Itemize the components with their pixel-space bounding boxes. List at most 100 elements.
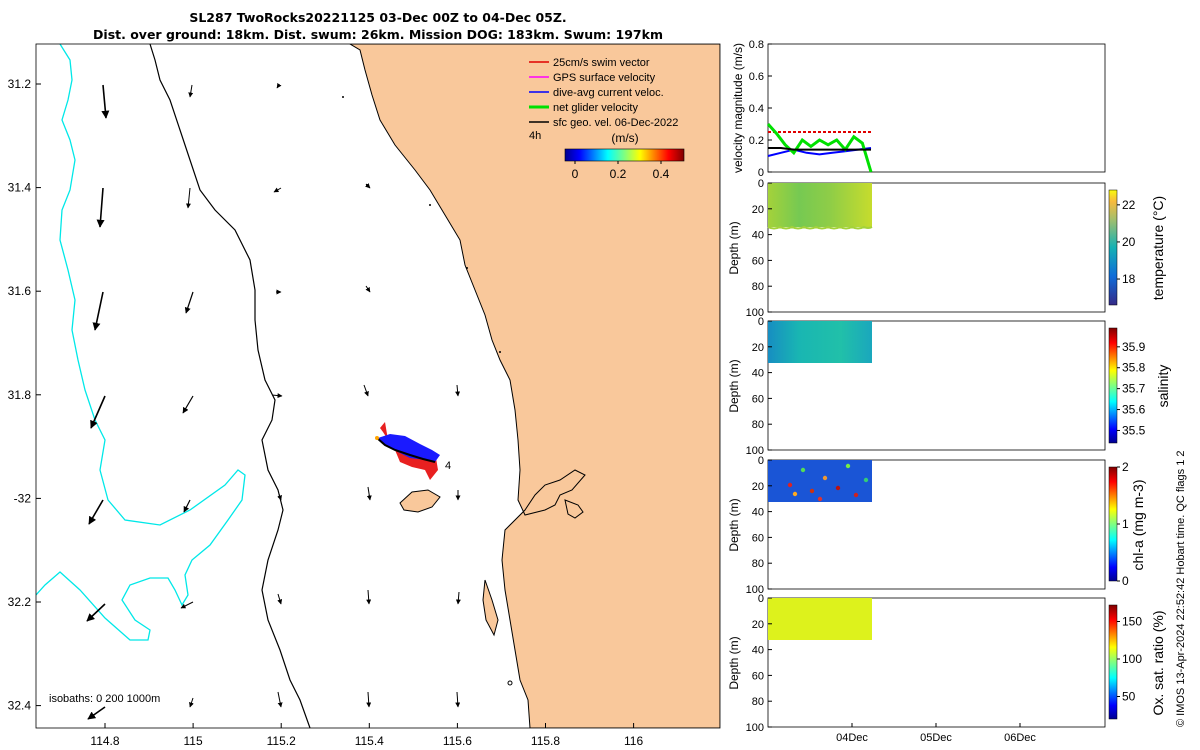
vector-arrow — [365, 285, 371, 293]
islet — [342, 96, 344, 98]
temperature-panel: 0 20 40 60 80 100 Depth (m) 18 20 22 temperatur… — [727, 178, 1166, 319]
legend-label: net glider velocity — [553, 102, 638, 114]
chlorophyll-point — [792, 491, 798, 497]
depth-tick-label: 20 — [752, 342, 764, 354]
depth-tick-label: 80 — [752, 558, 764, 570]
depth-tick-label: 100 — [746, 584, 764, 596]
velocity-tick-label: 0.8 — [749, 39, 764, 51]
depth-tick-label: 40 — [752, 230, 764, 242]
vector-arrow — [366, 486, 372, 501]
vector-arrow — [363, 384, 369, 397]
track-start-marker — [375, 436, 379, 440]
chlorophyll-colorbar-ticks: 0 1 2 — [1117, 460, 1129, 588]
vector-arrow — [273, 187, 282, 193]
legend-label: dive-avg current veloc. — [553, 87, 664, 99]
vector-arrow — [189, 697, 194, 708]
peninsula — [482, 579, 499, 637]
lat-tick-label: 32.2 — [8, 595, 32, 609]
title-line1: SL287 TwoRocks20221125 03-Dec 00Z to 04-… — [189, 10, 566, 25]
chlorophyll-point — [863, 477, 869, 483]
salinity-section — [768, 321, 872, 363]
temperature-y-ticks: 0 20 40 60 80 100 — [746, 178, 772, 319]
depth-tick-label: 20 — [752, 619, 764, 631]
vector-arrow — [87, 706, 106, 720]
islet — [507, 680, 513, 686]
vector-arrow — [455, 691, 461, 708]
isobath-200 — [149, 44, 311, 728]
oxygen-colorbar — [1108, 604, 1118, 720]
depth-tick-label: 20 — [752, 204, 764, 216]
vector-arrow — [184, 291, 194, 314]
current-vector-fan — [378, 434, 440, 462]
track-line — [376, 437, 436, 463]
speed-colorbar-tick-label: 0.2 — [610, 167, 627, 181]
vector-arrow — [271, 393, 283, 399]
swim-vector-fan — [380, 422, 438, 480]
chlorophyll-point — [853, 492, 859, 498]
depth-tick-label: 80 — [752, 281, 764, 293]
vector-arrow — [366, 589, 372, 605]
lon-tick-label: 114.8 — [90, 734, 119, 748]
vector-arrow — [277, 493, 282, 501]
lat-tick-label: 31.8 — [8, 388, 32, 402]
islet — [466, 267, 468, 269]
estuary-island — [564, 499, 584, 519]
time-label: 4h — [529, 130, 541, 142]
salinity-ylabel: Depth (m) — [727, 359, 741, 412]
chlorophyll-point — [809, 488, 815, 494]
vector-arrow — [101, 84, 110, 119]
colorbar-tick-label: 0 — [1122, 574, 1129, 588]
time-tick-label: 04Dec — [836, 732, 868, 744]
map-legend: 25cm/s swim vector GPS surface velocity di… — [529, 57, 685, 181]
velocity-tick-label: 0.6 — [749, 71, 764, 83]
speed-colorbar-tick-label: 0.4 — [653, 167, 670, 181]
colorbar-tick-label: 35.9 — [1122, 340, 1146, 354]
depth-tick-label: 0 — [758, 316, 764, 328]
colorbar-tick-label: 35.6 — [1122, 403, 1146, 417]
colorbar-tick-label: 35.8 — [1122, 361, 1146, 375]
islet — [499, 351, 501, 353]
vector-arrow — [182, 395, 194, 414]
salinity-colorbar-ticks: 35.5 35.6 35.7 35.8 35.9 — [1117, 340, 1146, 437]
depth-tick-label: 80 — [752, 696, 764, 708]
lat-tick-label: -32 — [14, 491, 32, 505]
depth-tick-label: 60 — [752, 255, 764, 267]
temperature-section — [768, 183, 872, 227]
vector-arrow — [90, 395, 106, 429]
vector-arrow — [188, 84, 194, 98]
vector-arrow — [92, 291, 104, 331]
depth-tick-label: 40 — [752, 645, 764, 657]
chlorophyll-colorbar — [1108, 466, 1118, 582]
colorbar-tick-label: 20 — [1122, 235, 1136, 249]
colorbar-tick-label: 22 — [1122, 198, 1136, 212]
vector-arrow — [180, 601, 194, 609]
oxygen-panel: 0 20 40 60 80 100 Depth (m) 50 100 150 Ox. sat.… — [727, 593, 1166, 734]
temperature-profile-edge — [767, 225, 873, 230]
vector-arrow — [366, 691, 372, 708]
temperature-colorbar-ticks: 18 20 22 — [1117, 198, 1136, 286]
lon-tick-label: 116 — [624, 734, 643, 748]
chlorophyll-point — [787, 482, 793, 488]
isobath-1000 — [36, 44, 246, 641]
chlorophyll-y-ticks: 0 20 40 60 80 100 — [746, 455, 772, 596]
legend-label: sfc geo. vel. 06-Dec-2022 — [553, 117, 678, 129]
chlorophyll-point — [800, 467, 806, 473]
velocity-panel: 0 0.2 0.4 0.6 0.8 velocity magnitude (m/s) — [731, 39, 1106, 179]
colorbar-tick-label: 35.7 — [1122, 382, 1146, 396]
temperature-colorbar — [1108, 189, 1118, 306]
velocity-ylabel: velocity magnitude (m/s) — [731, 43, 745, 173]
glider-track: 4 — [375, 422, 451, 480]
time-series-panels: 0 0.2 0.4 0.6 0.8 velocity magnitude (m/s) 0… — [727, 39, 1171, 744]
title-line2: Dist. over ground: 18km. Dist. swum: 26k… — [93, 27, 663, 42]
island — [399, 489, 441, 513]
colorbar-tick-label: 50 — [1122, 690, 1136, 704]
isobaths-label: isobaths: 0 200 1000m — [49, 693, 160, 705]
chlorophyll-point — [845, 463, 851, 469]
lat-tick-label: 31.4 — [8, 181, 32, 195]
speed-colorbar-ticks: 0 0.2 0.4 — [572, 161, 670, 181]
chlorophyll-ylabel: Depth (m) — [727, 498, 741, 551]
land — [349, 44, 720, 728]
